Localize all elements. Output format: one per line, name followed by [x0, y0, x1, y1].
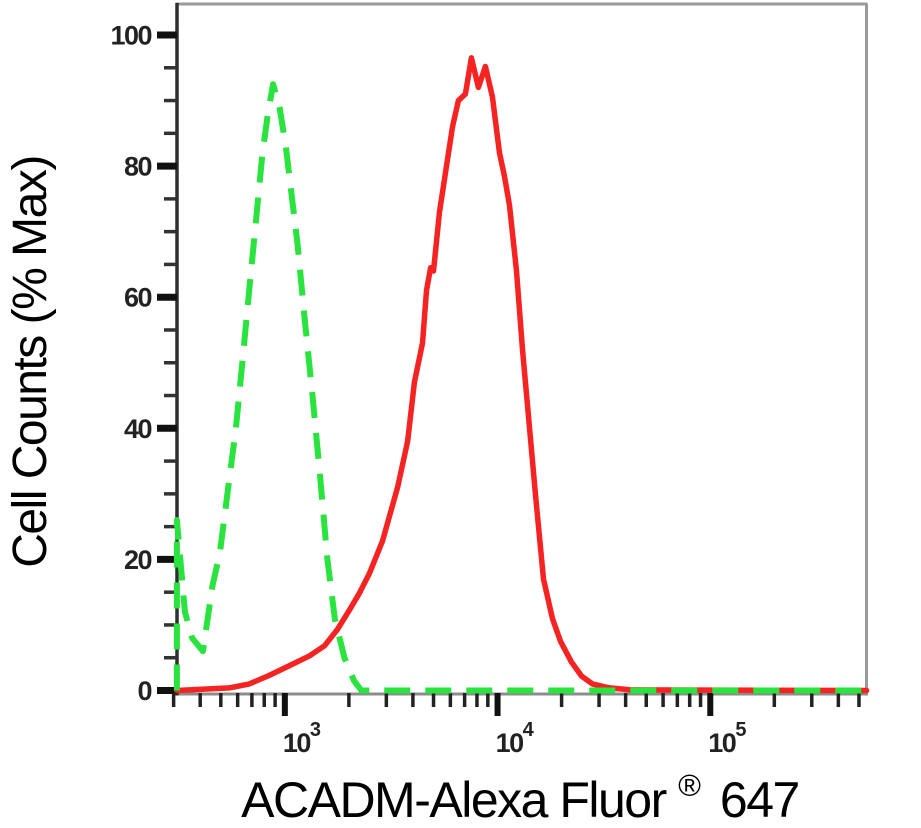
- x-axis-tick-label: 105: [708, 719, 746, 758]
- y-axis-tick-label: 80: [124, 152, 152, 182]
- sample-curve-red: [174, 55, 870, 694]
- x-axis-tick-label: 104: [496, 719, 535, 758]
- x-axis-title: ACADM-Alexa Fluor ® 647: [241, 751, 799, 828]
- x-axis-title-text: ACADM-Alexa Fluor: [241, 772, 666, 828]
- plot-area: 0 20 40 60 80 100 103 104 105: [110, 2, 870, 758]
- y-axis-tick-label: 0: [137, 676, 151, 706]
- x-axis-title-number: 647: [720, 772, 799, 828]
- y-axis-title: Cell Counts (% Max): [4, 156, 57, 568]
- x-axis-tick-exponent: 5: [735, 719, 746, 741]
- x-axis-tick-label: 103: [283, 719, 321, 758]
- y-axis-tick-label: 100: [110, 21, 151, 51]
- x-axis-tick-exponent: 4: [523, 719, 535, 741]
- y-axis-tick-label: 60: [124, 283, 152, 313]
- control-curve-green-dashed: [173, 81, 867, 694]
- x-axis-tick-exponent: 3: [310, 719, 321, 741]
- y-axis-tick-label: 40: [124, 414, 152, 444]
- y-axis-tick-label: 20: [124, 545, 152, 575]
- registered-trademark-symbol: ®: [678, 768, 701, 803]
